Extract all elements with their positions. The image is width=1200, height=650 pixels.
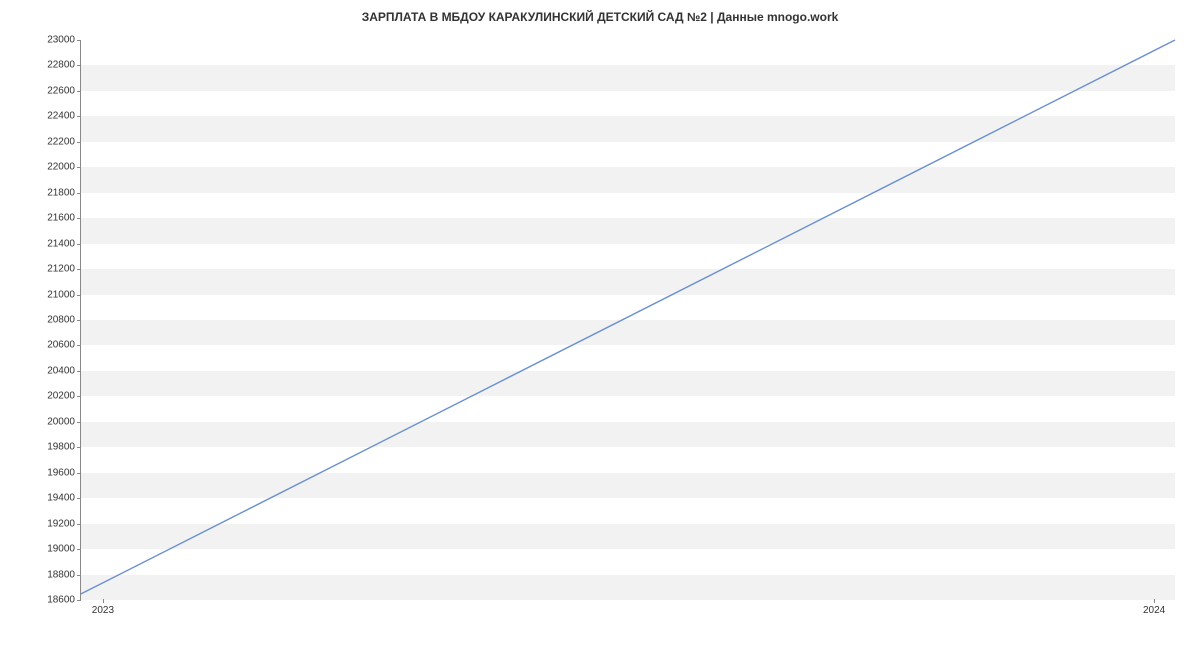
- y-tick-label: 22200: [47, 136, 75, 147]
- x-tick-mark: [103, 599, 104, 603]
- data-line: [81, 40, 1175, 594]
- y-tick-label: 20200: [47, 391, 75, 402]
- y-tick-label: 18800: [47, 569, 75, 580]
- plot-area: 1860018800190001920019400196001980020000…: [80, 40, 1175, 600]
- y-tick-label: 20600: [47, 340, 75, 351]
- line-chart-svg: [81, 40, 1175, 599]
- y-tick-label: 19800: [47, 442, 75, 453]
- y-tick-label: 21200: [47, 264, 75, 275]
- y-tick-label: 22400: [47, 111, 75, 122]
- y-tick-label: 22600: [47, 85, 75, 96]
- x-tick-label: 2024: [1143, 605, 1165, 616]
- y-tick-label: 19000: [47, 544, 75, 555]
- y-tick-label: 18600: [47, 595, 75, 606]
- y-tick-label: 22800: [47, 60, 75, 71]
- y-tick-label: 19200: [47, 518, 75, 529]
- y-tick-label: 19400: [47, 493, 75, 504]
- y-tick-label: 19600: [47, 467, 75, 478]
- y-tick-label: 22000: [47, 162, 75, 173]
- chart-title: ЗАРПЛАТА В МБДОУ КАРАКУЛИНСКИЙ ДЕТСКИЙ С…: [0, 10, 1200, 24]
- x-tick-label: 2023: [92, 605, 114, 616]
- y-tick-label: 20800: [47, 315, 75, 326]
- y-tick-label: 20400: [47, 365, 75, 376]
- y-tick-label: 23000: [47, 35, 75, 46]
- y-tick-label: 21600: [47, 213, 75, 224]
- x-tick-mark: [1154, 599, 1155, 603]
- y-tick-label: 21000: [47, 289, 75, 300]
- y-tick-label: 20000: [47, 416, 75, 427]
- y-tick-label: 21800: [47, 187, 75, 198]
- y-tick-mark: [77, 600, 81, 601]
- y-tick-label: 21400: [47, 238, 75, 249]
